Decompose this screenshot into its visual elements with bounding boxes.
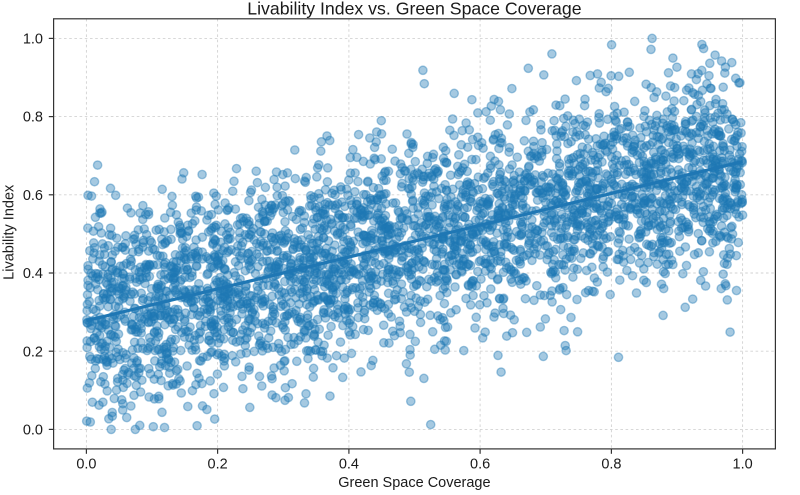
svg-text:Green Space Coverage: Green Space Coverage	[338, 475, 490, 491]
svg-text:0.4: 0.4	[23, 266, 43, 282]
svg-text:0.8: 0.8	[601, 457, 621, 473]
svg-text:Livability Index vs. Green Spa: Livability Index vs. Green Space Coverag…	[247, 0, 581, 18]
svg-text:0.4: 0.4	[339, 457, 359, 473]
svg-text:Livability Index: Livability Index	[1, 184, 17, 280]
svg-text:1.0: 1.0	[733, 457, 753, 473]
svg-text:0.6: 0.6	[23, 188, 43, 204]
svg-text:0.2: 0.2	[208, 457, 228, 473]
svg-text:0.6: 0.6	[470, 457, 490, 473]
svg-text:0.0: 0.0	[23, 423, 43, 439]
svg-text:0.0: 0.0	[76, 457, 96, 473]
svg-text:0.2: 0.2	[23, 344, 43, 360]
svg-text:0.8: 0.8	[23, 110, 43, 126]
svg-text:1.0: 1.0	[23, 32, 43, 48]
